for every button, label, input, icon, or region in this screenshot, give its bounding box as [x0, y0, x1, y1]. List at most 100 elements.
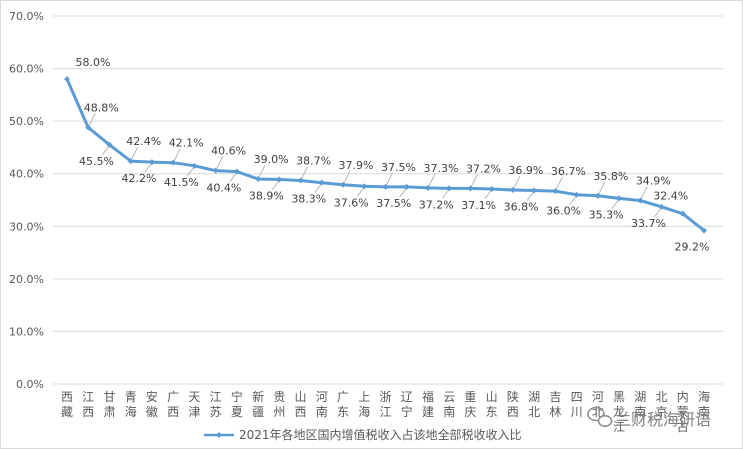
legend-label: 2021年各地区国内增值税收入占该地全部税收收入比 — [239, 427, 522, 442]
x-category-label: 安徽 — [146, 389, 158, 419]
x-category-label: 青海 — [125, 390, 137, 419]
wechat-icon — [587, 406, 613, 427]
data-label-leader — [144, 163, 152, 173]
data-label-leader — [484, 190, 491, 200]
y-tick-label: 20.0% — [9, 273, 44, 286]
data-point — [297, 177, 304, 184]
x-category-label: 辽宁 — [401, 390, 413, 419]
x-category-label: 江苏 — [210, 390, 222, 419]
x-category-label: 湖北 — [528, 389, 540, 419]
data-point — [85, 124, 92, 131]
x-category-label: 海南 — [698, 389, 710, 419]
watermark-text: 兰财税海研语 — [615, 410, 711, 429]
data-label: 58.0% — [76, 56, 111, 69]
data-point — [340, 181, 347, 188]
x-category-label: 宁夏 — [231, 389, 243, 419]
data-label-leader — [173, 148, 181, 161]
x-category-label: 黑龙江 — [613, 390, 625, 434]
data-point — [148, 159, 155, 166]
x-axis-category-labels: 西藏江西甘肃青海安徽广西天津江苏宁夏新疆贵州山西河南广东上海浙江辽宁福建云南重庆… — [61, 389, 710, 434]
x-category-label: 天津 — [188, 390, 200, 419]
data-label-leader — [187, 167, 194, 177]
data-label: 40.4% — [206, 182, 241, 195]
y-tick-label: 60.0% — [9, 63, 44, 76]
data-label-leader — [301, 166, 308, 179]
data-label-leader — [258, 164, 266, 178]
data-label-leader — [399, 188, 407, 198]
data-label: 36.9% — [508, 164, 543, 177]
data-label-leader — [471, 174, 478, 187]
data-label-leader — [611, 200, 619, 209]
data-label: 42.1% — [169, 137, 204, 150]
data-label-leader — [526, 192, 534, 201]
data-label: 36.7% — [551, 165, 586, 178]
legend-marker — [216, 432, 222, 438]
x-category-label: 西藏 — [61, 390, 73, 419]
x-category-label: 上海 — [358, 390, 370, 419]
data-label: 42.4% — [126, 135, 161, 148]
data-label: 37.5% — [376, 197, 411, 210]
x-category-label: 广西 — [167, 390, 179, 419]
data-label-leader — [343, 170, 351, 183]
data-label: 45.5% — [79, 155, 114, 168]
data-label: 33.7% — [631, 217, 666, 230]
data-label: 35.3% — [589, 208, 624, 221]
data-point — [467, 185, 474, 192]
data-point — [361, 183, 368, 190]
data-label: 32.4% — [653, 190, 688, 203]
y-tick-label: 10.0% — [9, 325, 44, 338]
data-label: 35.8% — [593, 170, 628, 183]
y-axis-tick-labels: 0.0% 10.0% 20.0% 30.0% 40.0% 50.0% 60.0% 70.0% — [9, 10, 44, 391]
data-label: 38.3% — [291, 193, 326, 206]
data-point — [679, 210, 686, 217]
x-category-label: 吉林 — [549, 390, 561, 419]
data-label-leader — [216, 156, 223, 169]
y-tick-label: 40.0% — [9, 168, 44, 181]
data-label: 37.6% — [334, 196, 369, 209]
data-labels: 58.0% 48.8% 45.5% 42.4% 42.2% 42.1% 41.5% 40.6%… — [76, 56, 710, 253]
y-tick-label: 50.0% — [9, 115, 44, 128]
data-point — [212, 167, 219, 174]
data-label: 38.7% — [296, 155, 331, 168]
data-label: 37.1% — [461, 199, 496, 212]
data-label-leader — [88, 113, 96, 126]
data-label-leader — [386, 172, 393, 186]
data-label: 34.9% — [636, 175, 671, 188]
x-category-label: 甘肃 — [103, 390, 115, 419]
data-label-leader — [640, 186, 648, 199]
data-point — [382, 183, 389, 190]
y-tick-label: 70.0% — [9, 10, 44, 23]
data-point — [255, 175, 262, 182]
y-tick-label: 30.0% — [9, 220, 44, 233]
data-label-leader — [314, 184, 322, 193]
data-point — [170, 159, 177, 166]
x-category-label: 福建 — [422, 389, 434, 419]
data-label: 39.0% — [254, 153, 289, 166]
data-label-leader — [428, 173, 436, 187]
data-label-leader — [556, 176, 563, 190]
data-label: 40.6% — [211, 145, 246, 158]
watermark: 兰财税海研语 — [587, 406, 711, 429]
data-point — [488, 185, 495, 192]
data-point — [276, 176, 283, 183]
data-label: 42.2% — [121, 172, 156, 185]
data-label-leader — [569, 196, 576, 205]
x-category-label: 云南 — [443, 390, 455, 419]
data-point — [318, 179, 325, 186]
data-point — [552, 188, 559, 195]
x-category-label: 浙江 — [379, 390, 391, 419]
data-label-leader — [272, 181, 279, 190]
data-label-leader — [441, 190, 449, 199]
data-point — [127, 158, 134, 165]
data-label-leader — [356, 188, 364, 197]
x-category-label: 重庆 — [464, 390, 476, 419]
data-point — [531, 187, 538, 194]
data-point — [403, 183, 410, 190]
y-tick-label: 0.0% — [16, 378, 44, 391]
data-label: 37.2% — [419, 198, 454, 211]
x-category-label: 湖南 — [634, 389, 646, 419]
data-label: 37.2% — [466, 162, 501, 175]
x-category-label: 内蒙古 — [677, 390, 689, 434]
